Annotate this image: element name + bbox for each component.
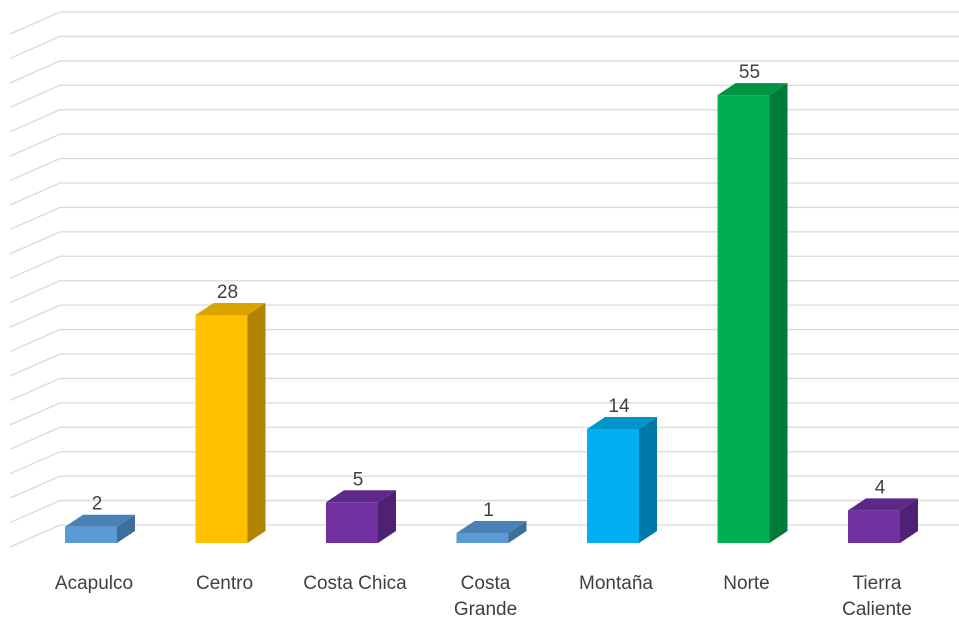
x-tick-label: Tierra Caliente	[842, 573, 912, 620]
data-label: 1	[483, 500, 494, 521]
x-tick-label: Costa Grande	[453, 573, 518, 620]
bar-side	[247, 303, 266, 543]
bar-montaña	[587, 417, 657, 543]
bar-front	[717, 95, 770, 544]
bar-side	[639, 417, 657, 543]
data-label: 2	[92, 494, 103, 515]
x-tick-label: Norte	[723, 573, 770, 594]
gridline	[9, 280, 959, 304]
gridline	[9, 84, 959, 108]
x-tick-label: Costa Chica	[303, 573, 407, 594]
bar-front	[456, 533, 509, 543]
bar-side	[378, 490, 396, 543]
gridlines	[9, 11, 959, 548]
bar-centro	[195, 303, 266, 543]
gridline	[9, 402, 959, 426]
gridline	[9, 499, 959, 524]
bar-front	[195, 315, 248, 543]
gridline	[9, 451, 959, 475]
gridline	[9, 255, 959, 279]
data-label: 14	[608, 396, 630, 417]
gridline	[9, 475, 959, 499]
bar-side	[769, 83, 788, 544]
gridline	[9, 133, 959, 157]
gridline	[9, 11, 959, 35]
gridline	[9, 377, 959, 402]
data-label: 28	[217, 282, 238, 303]
bar-tierra-caliente	[848, 498, 918, 543]
data-label: 55	[739, 62, 760, 83]
gridline	[9, 60, 959, 84]
bar-front	[65, 526, 117, 543]
bar-top	[195, 303, 266, 315]
bar-top	[587, 417, 657, 429]
data-labels: 2 28 5 1 14 55 4	[92, 62, 886, 521]
data-label: 5	[353, 469, 364, 490]
bar-side	[117, 514, 135, 543]
bar-side	[900, 498, 918, 543]
bar-costa-grande	[456, 521, 527, 543]
gridline	[9, 231, 959, 255]
bars	[65, 83, 918, 544]
x-tick-label: Acapulco	[54, 573, 134, 594]
bar-norte	[717, 83, 788, 544]
gridline	[9, 35, 959, 60]
bar-top	[456, 521, 527, 533]
bar-costa-chica	[326, 490, 396, 543]
bar-top	[717, 83, 788, 96]
gridline	[9, 109, 959, 133]
gridline	[9, 353, 959, 377]
x-tick-label: Centro	[195, 573, 254, 594]
data-label: 4	[875, 477, 886, 498]
gridline	[9, 157, 959, 182]
gridline	[9, 182, 959, 206]
bar-front	[326, 502, 378, 543]
bar-top	[65, 514, 135, 527]
gridline	[9, 524, 959, 548]
gridline	[9, 304, 959, 328]
bar-top	[848, 498, 918, 511]
bar-side	[508, 521, 527, 543]
gridline	[9, 328, 959, 353]
bar-front	[848, 510, 900, 543]
gridline	[9, 206, 959, 231]
bar-acapulco	[65, 514, 135, 543]
gridline	[9, 426, 959, 450]
bar-top	[326, 490, 396, 503]
x-tick-label: Montaña	[579, 573, 653, 594]
bar-front	[587, 429, 639, 543]
